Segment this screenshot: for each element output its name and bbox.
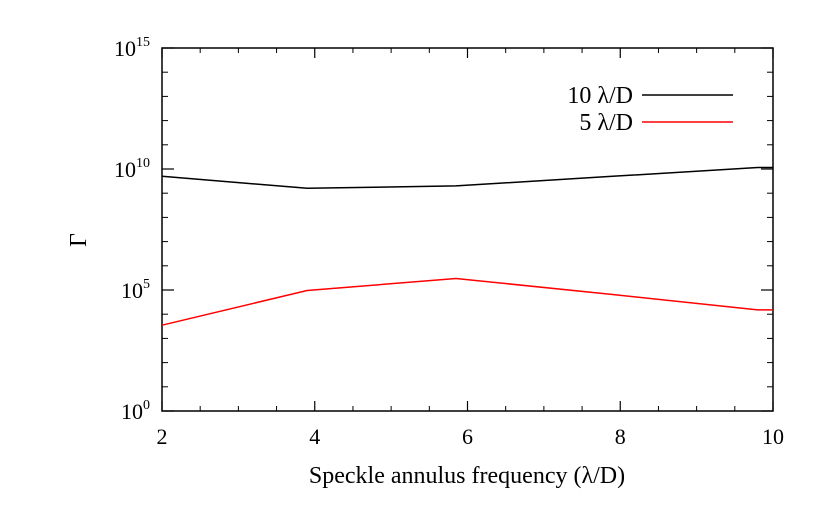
y-tick-label: 1010 (114, 156, 150, 182)
x-tick-label: 6 (462, 424, 473, 449)
x-tick-labels: 2 4 6 8 10 (157, 424, 785, 449)
y-tick-label: 105 (121, 277, 150, 303)
legend-label-1: 10 λ/D (567, 83, 633, 109)
y-tick-label: 1015 (114, 35, 150, 61)
series-lines (161, 166, 773, 326)
series-line-1 (161, 166, 773, 190)
y-tick-label: 100 (121, 398, 150, 424)
x-tick-label: 4 (309, 424, 320, 449)
x-tick-label: 8 (615, 424, 626, 449)
legend-label-2: 5 λ/D (579, 110, 633, 136)
series-line-2 (161, 277, 773, 326)
y-axis-label: Γ (66, 233, 92, 247)
tick-marks (161, 47, 774, 412)
y-tick-labels: 100 105 1010 1015 (114, 35, 150, 424)
x-tick-label: 10 (762, 424, 784, 449)
x-axis-label: Speckle annulus frequency (λ/D) (309, 463, 625, 489)
legend: 10 λ/D5 λ/D (567, 83, 733, 136)
plot-frame (161, 47, 774, 412)
x-tick-label: 2 (157, 424, 168, 449)
